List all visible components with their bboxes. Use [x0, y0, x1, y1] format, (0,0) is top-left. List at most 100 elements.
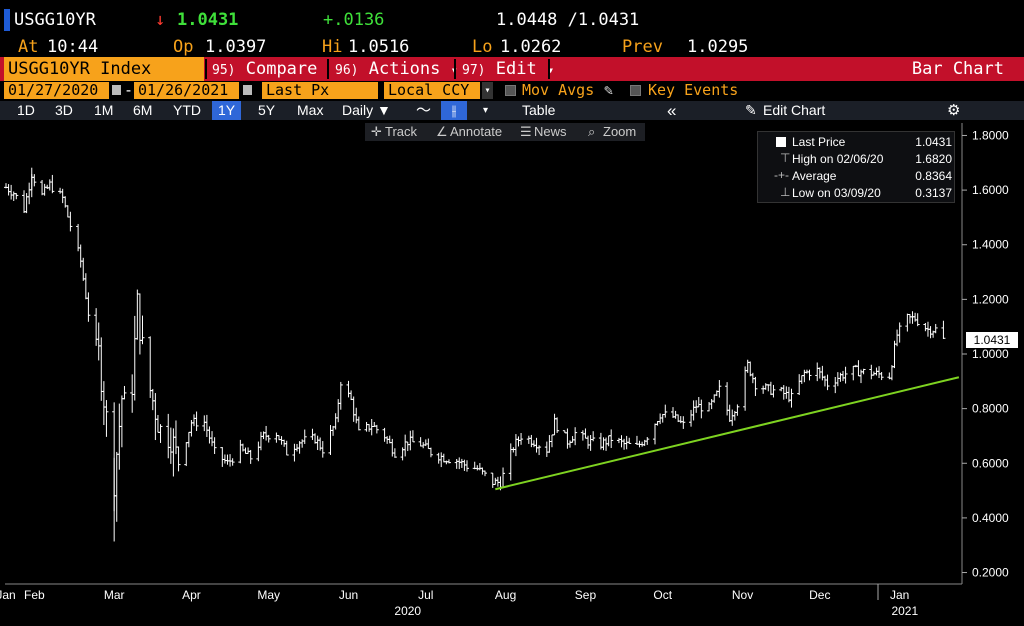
period-1d[interactable]: 1D — [17, 102, 35, 118]
collapse-icon[interactable]: « — [667, 101, 677, 120]
start-date-field[interactable]: 01/27/2020 — [4, 82, 109, 99]
price-field-select[interactable]: Last Px — [262, 82, 378, 99]
x-month-label: Feb — [24, 588, 45, 602]
calendar-icon[interactable] — [243, 85, 252, 95]
y-axis: 1.8000 1.6000 1.4000 1.2000 1.0000 0.8000 0.60… — [962, 128, 1009, 580]
low-marker-icon: ⊥ — [780, 185, 791, 199]
average-marker-icon: -+- — [774, 168, 789, 182]
legend-low: ⊥ Low on 03/09/20 0.3137 — [758, 185, 956, 201]
legend-low-label: Low on 03/09/20 — [792, 186, 881, 200]
chart-type-label[interactable]: Bar Chart — [911, 59, 1004, 79]
gear-icon[interactable]: ⚙ — [947, 102, 961, 119]
menu-bar: USGG10YR Index 95) Compare 96) Actions ▾… — [0, 57, 1024, 81]
annotate-button[interactable]: Annotate — [450, 124, 503, 139]
open-label: Op — [173, 37, 194, 57]
menu-divider — [454, 59, 456, 79]
x-month-label: Oct — [653, 588, 672, 602]
table-button[interactable]: Table — [522, 102, 556, 118]
ticker-symbol[interactable]: USGG10YR — [14, 10, 96, 30]
currency-select[interactable]: Local CCY — [384, 82, 480, 99]
period-5y[interactable]: 5Y — [258, 102, 276, 118]
compare-button[interactable]: 95) Compare — [212, 57, 317, 81]
y-tick-label: 1.0000 — [972, 347, 1009, 361]
x-year-label: 2021 — [891, 604, 918, 618]
zoom-button[interactable]: Zoom — [603, 124, 637, 139]
y-tick-label: 1.4000 — [972, 238, 1009, 252]
period-3d[interactable]: 3D — [55, 102, 73, 118]
low-label: Lo — [472, 37, 493, 57]
period-1m[interactable]: 1M — [94, 102, 114, 118]
edit-label: Edit — [495, 59, 537, 79]
compare-fn-key: 95) — [212, 63, 236, 78]
x-year-label: 2020 — [394, 604, 421, 618]
mov-avgs-label[interactable]: Mov Avgs — [522, 81, 595, 99]
frequency-select[interactable]: Daily ▼ — [342, 102, 391, 118]
x-month-label: Aug — [495, 588, 516, 602]
edit-button[interactable]: 97) Edit ▾ — [462, 57, 554, 81]
line-chart-icon[interactable]: 〜 — [416, 102, 432, 119]
y-tick-label: 0.6000 — [972, 456, 1009, 470]
trendline[interactable] — [495, 376, 960, 491]
track-button[interactable]: Track — [385, 124, 418, 139]
chart-style-dropdown-icon[interactable]: ▾ — [483, 105, 489, 116]
news-icon[interactable]: ☰ — [520, 124, 532, 139]
y-tick-label: 0.4000 — [972, 511, 1009, 525]
crosshair-icon[interactable]: ✛ — [371, 124, 382, 139]
prev-label: Prev — [622, 37, 663, 57]
edit-chart-button[interactable]: Edit Chart — [763, 102, 826, 118]
period-1y[interactable]: 1Y — [212, 101, 242, 120]
zoom-icon[interactable]: ⌕ — [588, 124, 596, 139]
menu-divider — [327, 59, 329, 79]
mov-avgs-checkbox[interactable] — [505, 85, 516, 96]
edit-caret-icon: ▾ — [546, 63, 555, 77]
last-price: 1.0431 — [177, 10, 239, 30]
edit-chart-pencil-icon: ✎ — [745, 102, 757, 118]
compare-label: Compare — [245, 59, 318, 79]
legend-last-price: Last Price 1.0431 — [758, 134, 956, 150]
quote-time: 10:44 — [47, 37, 99, 57]
legend-low-value: 0.3137 — [915, 186, 952, 200]
last-price-swatch-icon — [776, 137, 786, 147]
x-month-label: Sep — [575, 588, 597, 602]
chart-controls: 01/27/2020 - 01/26/2021 Last Px Local CC… — [0, 81, 1024, 100]
legend-average-label: Average — [792, 169, 837, 183]
period-ytd[interactable]: YTD — [173, 102, 201, 118]
annotate-icon[interactable]: ∠ — [436, 124, 448, 139]
security-index-field[interactable]: USGG10YR Index — [4, 57, 204, 81]
open-value: 1.0397 — [205, 37, 267, 57]
down-arrow-icon: ↓ — [155, 10, 166, 30]
news-button[interactable]: News — [534, 124, 567, 139]
prev-value: 1.0295 — [687, 37, 749, 57]
high-marker-icon: ⊤ — [780, 151, 791, 165]
legend-high: ⊤ High on 02/06/20 1.6820 — [758, 151, 956, 167]
key-events-checkbox[interactable] — [630, 85, 641, 96]
quote-row: USGG10YR ↓ 1.0431 +.0136 1.0448 /1.0431 — [0, 10, 1024, 30]
pencil-icon[interactable]: ✎ — [604, 81, 614, 99]
calendar-icon[interactable] — [112, 85, 121, 95]
x-month-label: Jul — [418, 588, 433, 602]
x-axis: Jan Feb Mar Apr May Jun Jul Aug Sep Oct Nov Dec Jan 2… — [0, 588, 918, 618]
bar-chart-icon[interactable]: ⫲ — [441, 101, 467, 120]
chart-legend[interactable]: Last Price 1.0431 ⊤ High on 02/06/20 1.6… — [757, 131, 955, 203]
period-6m[interactable]: 6M — [133, 102, 153, 118]
key-events-label[interactable]: Key Events — [648, 81, 739, 99]
y-tick-label: 0.2000 — [972, 566, 1009, 580]
x-month-label: Apr — [182, 588, 201, 602]
x-month-label: May — [257, 588, 280, 602]
x-month-label: Dec — [809, 588, 830, 602]
currency-dropdown-icon[interactable]: ▾ — [482, 82, 493, 99]
bid-ask: 1.0448 /1.0431 — [496, 10, 640, 30]
y-tick-label: 1.8000 — [972, 128, 1009, 142]
ohlc-bars — [4, 167, 946, 542]
chart-toolbar: ✛ Track ∠ Annotate ☰ News ⌕ Zoom — [365, 123, 645, 141]
period-max[interactable]: Max — [297, 102, 324, 118]
legend-average-value: 0.8364 — [915, 169, 952, 183]
y-tick-label: 0.8000 — [972, 402, 1009, 416]
high-value: 1.0516 — [348, 37, 410, 57]
edit-fn-key: 97) — [462, 63, 486, 78]
x-month-label: Jun — [339, 588, 358, 602]
y-tick-label: 1.6000 — [972, 183, 1009, 197]
legend-high-value: 1.6820 — [915, 152, 952, 166]
end-date-field[interactable]: 01/26/2021 — [134, 82, 239, 99]
